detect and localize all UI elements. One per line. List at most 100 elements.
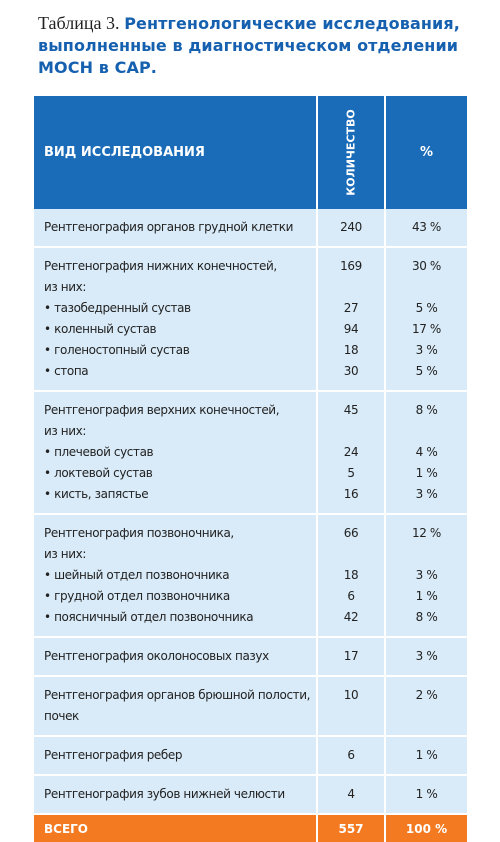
table-row: Рентгенография нижних конечностей, из них… bbox=[34, 248, 467, 392]
item-percent: 8 % bbox=[415, 403, 438, 417]
item-count: 240 bbox=[340, 220, 362, 234]
cell-percent: 2 % bbox=[386, 677, 467, 735]
cell-count: 45 24 5 16 bbox=[318, 392, 386, 513]
item-percent bbox=[386, 421, 467, 442]
item-percent: 8 % bbox=[415, 610, 438, 624]
subitem-label: стопа bbox=[44, 361, 316, 382]
item-count bbox=[318, 277, 384, 298]
item-count: 24 bbox=[343, 445, 359, 459]
item-percent: 5 % bbox=[415, 364, 438, 378]
item-label: из них: bbox=[44, 280, 86, 294]
item-percent: 3 % bbox=[415, 487, 438, 501]
cell-percent: 12 % 3 % 1 % 8 % bbox=[386, 515, 467, 636]
table-row: Рентгенография зубов нижней челюсти 4 1 % bbox=[34, 776, 467, 815]
header-type: ВИД ИССЛЕДОВАНИЯ bbox=[34, 96, 318, 209]
item-label: Рентгенография околоносовых пазух bbox=[44, 649, 269, 663]
cell-type: Рентгенография ребер bbox=[34, 737, 318, 774]
table-body: Рентгенография органов грудной клетки 240… bbox=[34, 209, 467, 815]
table-total-row: ВСЕГО 557 100 % bbox=[34, 815, 467, 842]
cell-type: Рентгенография нижних конечностей, из них… bbox=[34, 248, 318, 390]
item-count: 94 bbox=[343, 322, 359, 336]
cell-count: 169 27 94 18 30 bbox=[318, 248, 386, 390]
item-percent: 2 % bbox=[415, 688, 438, 702]
table-row: Рентгенография позвоночника, из них: шейны… bbox=[34, 515, 467, 638]
total-count: 557 bbox=[318, 815, 386, 842]
cell-percent: 43 % bbox=[386, 209, 467, 246]
item-percent: 30 % bbox=[412, 259, 441, 273]
cell-type: Рентгенография органов брюшной полости, п… bbox=[34, 677, 318, 735]
item-label: из них: bbox=[44, 424, 86, 438]
cell-type: Рентгенография зубов нижней челюсти bbox=[34, 776, 318, 813]
item-label: Рентгенография ребер bbox=[44, 748, 183, 762]
subitem-label: плечевой сустав bbox=[44, 442, 316, 463]
item-count: 6 bbox=[347, 748, 355, 762]
data-table: ВИД ИССЛЕДОВАНИЯ КОЛИЧЕСТВО % Рентгеногр… bbox=[34, 96, 467, 842]
table-number: Таблица 3. bbox=[38, 13, 120, 33]
total-percent: 100 % bbox=[405, 821, 448, 836]
subitem-label: коленный сустав bbox=[44, 319, 316, 340]
cell-type: Рентгенография позвоночника, из них: шейны… bbox=[34, 515, 318, 636]
item-count bbox=[318, 706, 384, 727]
item-percent: 3 % bbox=[415, 649, 438, 663]
subitem-label: поясничный отдел позвоночника bbox=[44, 607, 316, 628]
item-count: 4 bbox=[347, 787, 355, 801]
cell-count: 240 bbox=[318, 209, 386, 246]
table-row: Рентгенография околоносовых пазух 17 3 % bbox=[34, 638, 467, 677]
item-label: Рентгенография зубов нижней челюсти bbox=[44, 787, 285, 801]
table-title: Рентгенологические исследования, выполне… bbox=[38, 14, 460, 77]
item-percent bbox=[386, 544, 467, 565]
cell-count: 10 bbox=[318, 677, 386, 735]
cell-percent: 3 % bbox=[386, 638, 467, 675]
item-count: 42 bbox=[343, 610, 359, 624]
subitem-label: тазобедренный сустав bbox=[44, 298, 316, 319]
total-label: ВСЕГО bbox=[34, 815, 318, 842]
item-percent: 12 % bbox=[412, 526, 441, 540]
item-count: 10 bbox=[343, 688, 359, 702]
item-count: 5 bbox=[347, 466, 355, 480]
cell-percent: 30 % 5 % 17 % 3 % 5 % bbox=[386, 248, 467, 390]
table-caption: Таблица 3. Рентгенологические исследован… bbox=[38, 12, 478, 79]
item-percent: 1 % bbox=[415, 589, 438, 603]
item-percent: 3 % bbox=[415, 343, 438, 357]
table-row: Рентгенография ребер 6 1 % bbox=[34, 737, 467, 776]
item-percent: 5 % bbox=[415, 301, 438, 315]
item-count: 18 bbox=[343, 568, 359, 582]
item-label: Рентгенография позвоночника, bbox=[44, 526, 234, 540]
item-count: 66 bbox=[343, 526, 359, 540]
item-percent: 4 % bbox=[415, 445, 438, 459]
cell-count: 17 bbox=[318, 638, 386, 675]
item-count: 169 bbox=[340, 259, 362, 273]
item-count: 45 bbox=[343, 403, 359, 417]
item-count: 18 bbox=[343, 343, 359, 357]
cell-type: Рентгенография околоносовых пазух bbox=[34, 638, 318, 675]
item-count: 30 bbox=[343, 364, 359, 378]
subitem-label: шейный отдел позвоночника bbox=[44, 565, 316, 586]
cell-count: 4 bbox=[318, 776, 386, 813]
item-label: Рентгенография органов брюшной полости, bbox=[44, 688, 311, 702]
item-percent: 1 % bbox=[415, 787, 438, 801]
item-percent bbox=[386, 277, 467, 298]
cell-percent: 8 % 4 % 1 % 3 % bbox=[386, 392, 467, 513]
subitem-label: локтевой сустав bbox=[44, 463, 316, 484]
subitem-label: голеностопный сустав bbox=[44, 340, 316, 361]
cell-percent: 1 % bbox=[386, 776, 467, 813]
subitem-label: грудной отдел позвоночника bbox=[44, 586, 316, 607]
header-count: КОЛИЧЕСТВО bbox=[318, 96, 386, 209]
item-count: 17 bbox=[343, 649, 359, 663]
cell-count: 6 bbox=[318, 737, 386, 774]
table-header-row: ВИД ИССЛЕДОВАНИЯ КОЛИЧЕСТВО % bbox=[34, 96, 467, 209]
cell-type: Рентгенография верхних конечностей, из ни… bbox=[34, 392, 318, 513]
item-label: из них: bbox=[44, 547, 86, 561]
cell-type: Рентгенография органов грудной клетки bbox=[34, 209, 318, 246]
table-row: Рентгенография органов грудной клетки 240… bbox=[34, 209, 467, 248]
item-count bbox=[318, 421, 384, 442]
table-row: Рентгенография органов брюшной полости, п… bbox=[34, 677, 467, 737]
item-percent: 1 % bbox=[415, 748, 438, 762]
cell-percent: 1 % bbox=[386, 737, 467, 774]
item-label: Рентгенография нижних конечностей, bbox=[44, 259, 277, 273]
item-percent bbox=[386, 706, 467, 727]
item-percent: 43 % bbox=[412, 220, 441, 234]
item-percent: 3 % bbox=[415, 568, 438, 582]
item-percent: 1 % bbox=[415, 466, 438, 480]
item-percent: 17 % bbox=[412, 322, 441, 336]
